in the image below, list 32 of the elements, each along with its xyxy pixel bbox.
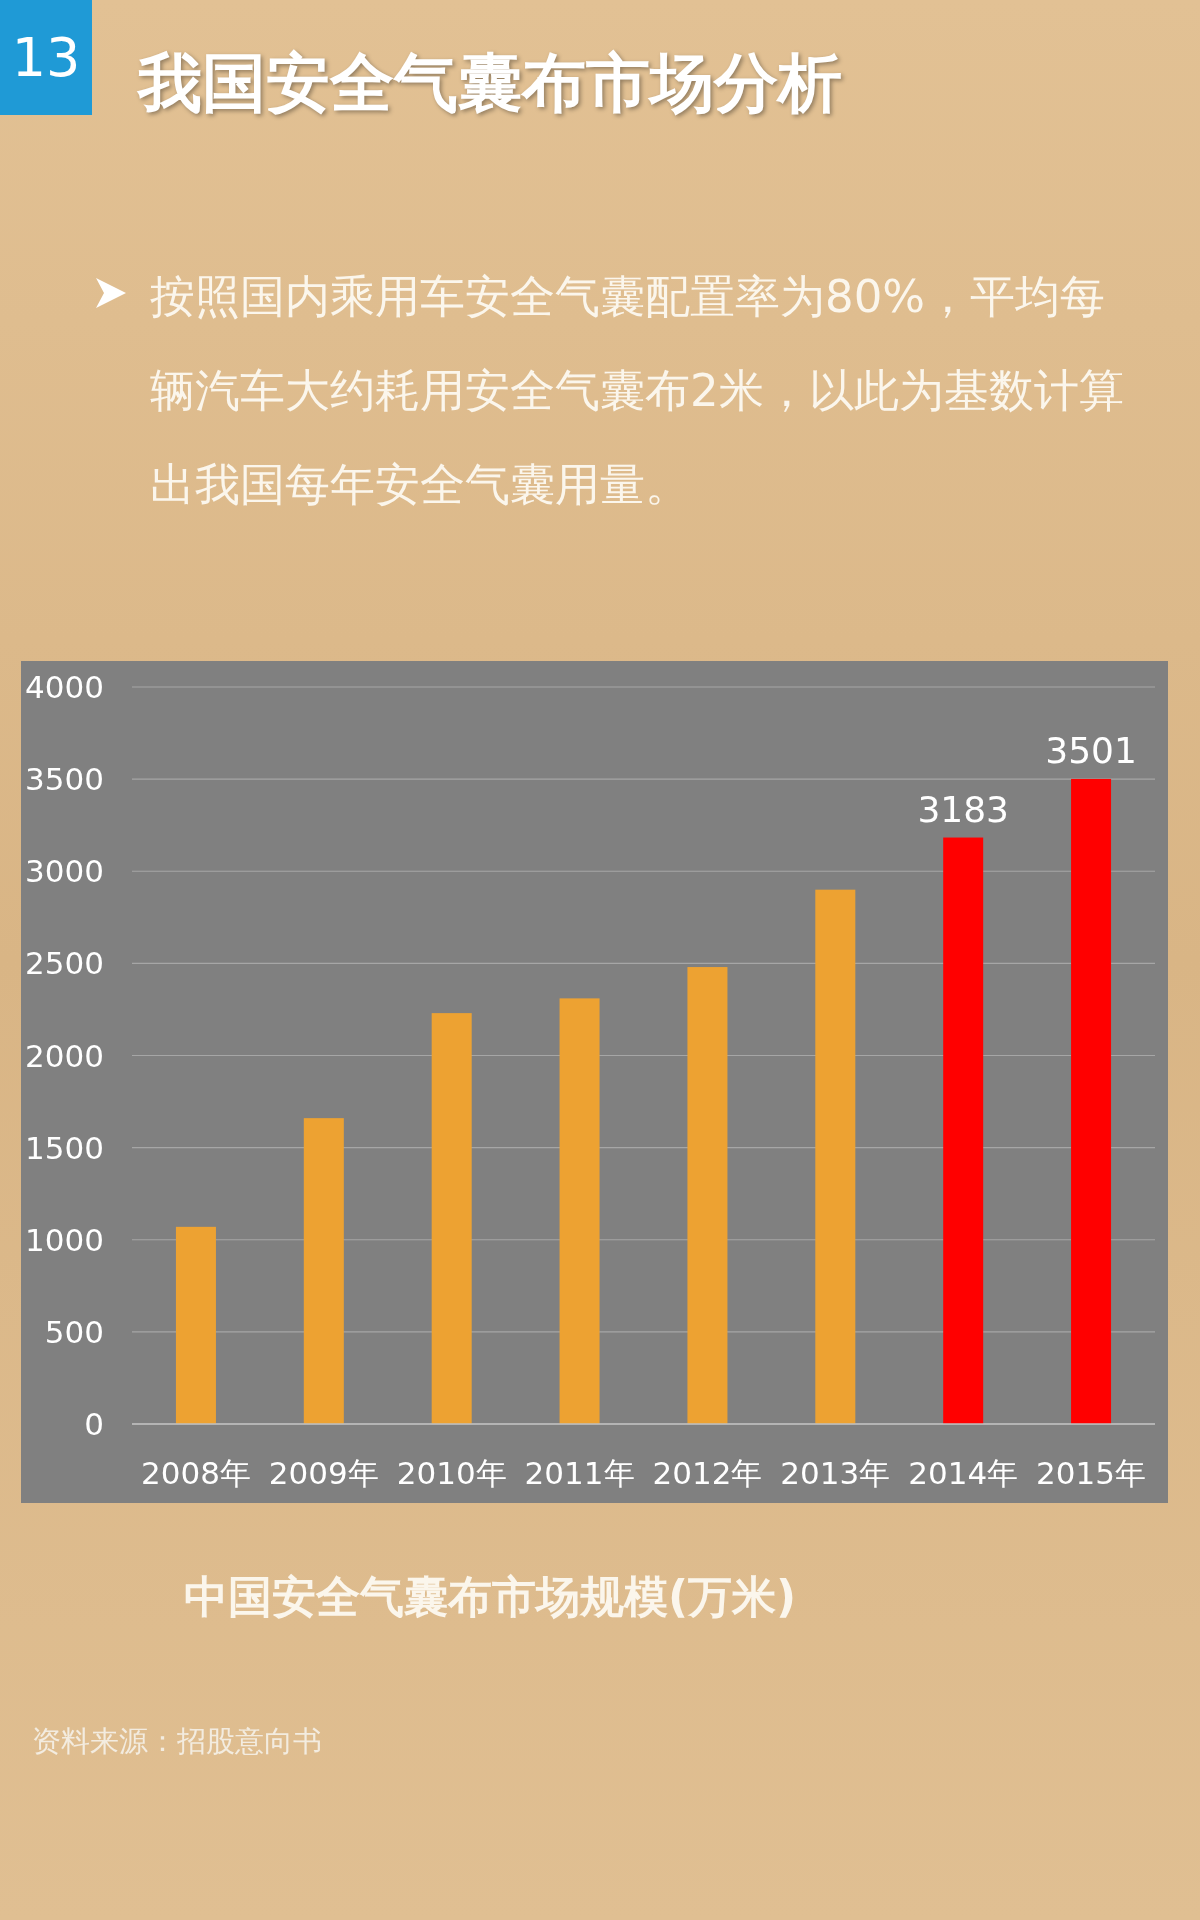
y-tick-label: 1500 [25, 1129, 104, 1166]
source: 资料来源：招股意向书 [32, 1723, 322, 1760]
bar [687, 967, 728, 1424]
x-tick-label: 2011年 [524, 1455, 635, 1491]
bar [559, 998, 600, 1424]
bar [1071, 778, 1112, 1424]
caption: 中国安全气囊布市场规模(万米) [182, 1570, 798, 1624]
bar [175, 1226, 216, 1424]
subtitle: 按照国内乘用车安全气囊配置率为80%，平均每辆汽车大约耗用安全气囊布2米，以此为基数计算出我国每年安全气囊用量。 [150, 269, 1125, 513]
title: 我国安全气囊布市场分析 [138, 45, 842, 122]
x-tick-label: 2013年 [780, 1455, 891, 1491]
bar [431, 1013, 472, 1424]
bar [815, 889, 856, 1424]
y-tick-label: 4000 [25, 669, 104, 705]
bar [943, 837, 984, 1424]
y-tick-label: 3000 [25, 853, 104, 890]
x-tick-label: 2010年 [396, 1455, 507, 1491]
x-tick-label: 2009年 [268, 1455, 379, 1491]
page-number: 13 [0, 0, 92, 115]
x-tick-label: 2008年 [140, 1455, 251, 1491]
data-label: 3501 [1045, 729, 1137, 771]
data-label: 3183 [917, 788, 1009, 830]
y-tick-label: 0 [84, 1406, 104, 1442]
y-tick-label: 1000 [25, 1221, 104, 1258]
y-tick-label: 3500 [25, 761, 104, 798]
x-tick-label: 2014年 [908, 1455, 1019, 1491]
y-tick-label: 2500 [25, 945, 104, 982]
y-tick-label: 2000 [25, 1037, 104, 1074]
x-tick-label: 2015年 [1036, 1455, 1147, 1491]
y-tick-label: 500 [44, 1313, 104, 1350]
bar [303, 1118, 344, 1425]
x-tick-label: 2012年 [652, 1455, 763, 1491]
